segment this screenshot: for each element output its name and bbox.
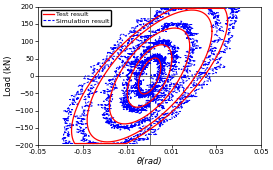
Y-axis label: Load (kN): Load (kN) — [4, 56, 13, 96]
Legend: Test result, Simulation result: Test result, Simulation result — [41, 10, 111, 26]
X-axis label: θ(rad): θ(rad) — [137, 157, 162, 166]
